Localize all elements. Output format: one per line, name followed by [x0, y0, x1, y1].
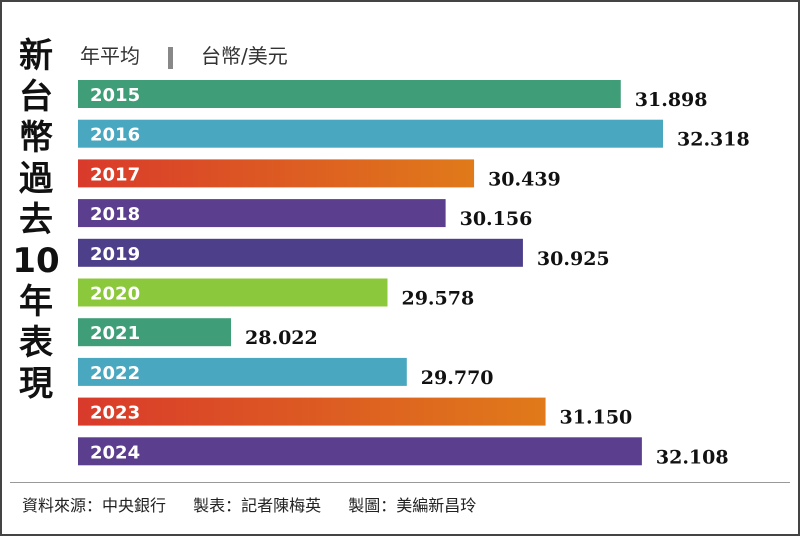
category-label: 2023 — [90, 403, 140, 424]
source-credit: 資料來源：中央銀行 — [22, 496, 167, 515]
art-credit: 製圖：美編新昌玲 — [348, 496, 477, 515]
bar-2023 — [78, 397, 546, 426]
measure-label: 年平均 — [80, 44, 140, 68]
category-label: 2022 — [90, 363, 140, 384]
value-label: 28.022 — [245, 327, 318, 349]
value-label: 32.108 — [656, 446, 729, 468]
bar-2021 — [78, 318, 232, 347]
header-separator — [168, 46, 173, 69]
chart-title: 新台幣過去10年表現 — [12, 36, 60, 404]
category-label: 2024 — [90, 442, 140, 463]
category-label: 2016 — [90, 125, 140, 146]
bar-2020 — [78, 278, 388, 307]
category-label: 2017 — [90, 164, 140, 185]
value-label: 29.770 — [421, 367, 494, 389]
value-label: 31.898 — [635, 89, 708, 111]
value-label: 29.578 — [401, 288, 474, 310]
value-label: 31.150 — [560, 407, 633, 429]
maker-credit: 製表：記者陳梅英 — [193, 496, 322, 515]
chart-header: 年平均 台幣/美元 — [80, 40, 288, 69]
unit-label: 台幣/美元 — [201, 44, 288, 68]
bar-2018 — [78, 199, 446, 228]
bar-2016 — [78, 119, 663, 148]
footer: 資料來源：中央銀行 製表：記者陳梅英 製圖：美編新昌玲 — [22, 492, 498, 516]
bar-2019 — [78, 238, 523, 267]
bar-2015 — [78, 80, 621, 108]
category-label: 2019 — [90, 244, 140, 265]
value-label: 30.439 — [488, 168, 561, 190]
category-label: 2015 — [90, 85, 140, 106]
category-label: 2021 — [90, 323, 140, 344]
category-label: 2018 — [90, 204, 140, 225]
footer-divider — [10, 482, 790, 483]
value-label: 30.925 — [537, 248, 610, 270]
bar-2022 — [78, 357, 407, 386]
category-label: 2020 — [90, 284, 140, 305]
value-label: 32.318 — [677, 129, 750, 151]
bar-2024 — [78, 437, 642, 466]
value-label: 30.156 — [460, 208, 533, 230]
bar-2017 — [78, 159, 475, 188]
